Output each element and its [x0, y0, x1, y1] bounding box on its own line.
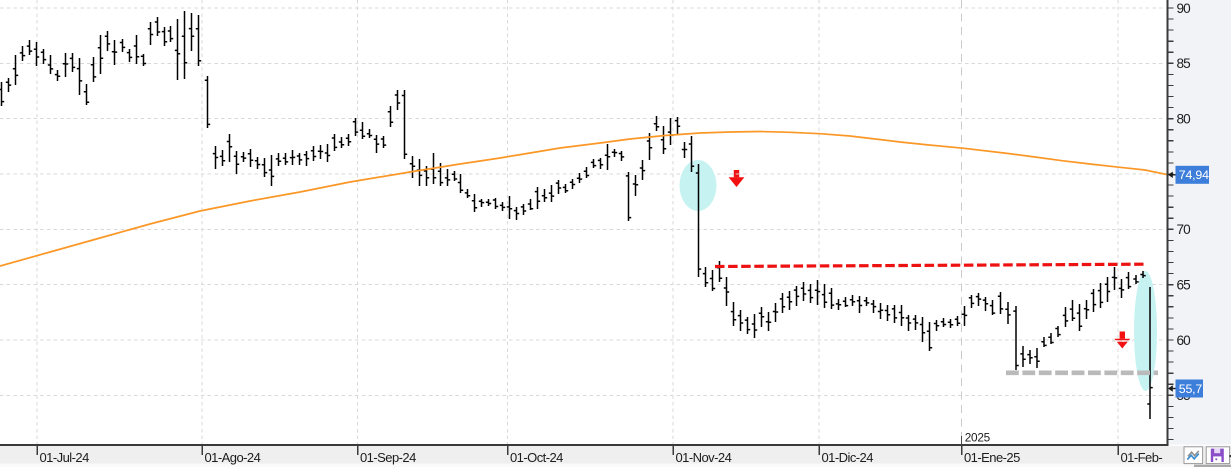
svg-text:85: 85	[1177, 56, 1191, 71]
svg-text:65: 65	[1177, 278, 1191, 293]
svg-text:01-Dic-24: 01-Dic-24	[822, 450, 874, 465]
svg-text:01-Sep-24: 01-Sep-24	[360, 450, 416, 465]
svg-text:2025: 2025	[965, 430, 991, 444]
svg-text:80: 80	[1177, 112, 1192, 127]
svg-text:01-Jul-24: 01-Jul-24	[40, 450, 90, 465]
svg-text:01-Nov-24: 01-Nov-24	[676, 450, 732, 465]
svg-text:01-Ene-25: 01-Ene-25	[964, 450, 1020, 465]
svg-text:90: 90	[1177, 1, 1192, 16]
svg-text:74,94: 74,94	[1179, 168, 1209, 182]
svg-text:01-Oct-24: 01-Oct-24	[510, 450, 563, 465]
svg-text:01-Feb-: 01-Feb-	[1121, 450, 1163, 465]
svg-text:01-Ago-24: 01-Ago-24	[205, 450, 261, 465]
svg-text:70: 70	[1177, 222, 1192, 237]
svg-text:60: 60	[1177, 333, 1192, 348]
svg-text:55,7: 55,7	[1179, 382, 1203, 396]
